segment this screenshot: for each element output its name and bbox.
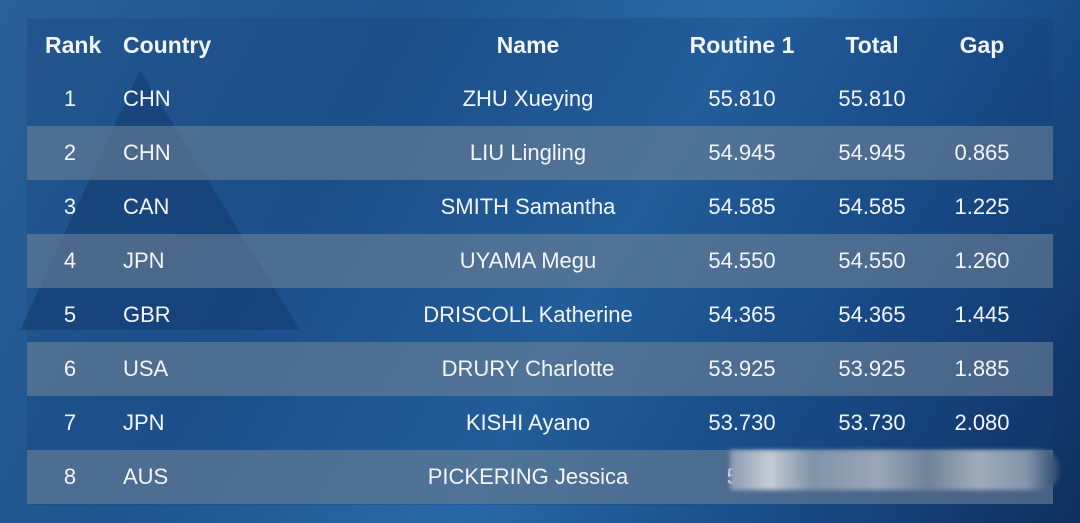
cell-gap: 1.260 xyxy=(954,248,1010,273)
cell-rank: 2 xyxy=(63,140,77,165)
table-row: 4 JPN UYAMA Megu 54.550 54.550 1.260 xyxy=(27,234,1053,288)
header-gap: Gap xyxy=(959,32,1005,58)
cell-country: CHN xyxy=(123,86,171,111)
cell-country: JPN xyxy=(123,410,165,435)
cell-name: ZHU Xueying xyxy=(462,86,594,111)
header-routine1: Routine 1 xyxy=(689,32,795,58)
cell-rank: 8 xyxy=(63,464,77,489)
table-row: 3 CAN SMITH Samantha 54.585 54.585 1.225 xyxy=(27,180,1053,234)
cell-name: LIU Lingling xyxy=(469,140,587,165)
cell-total: 53.730 xyxy=(838,410,906,435)
cell-country: USA xyxy=(123,356,169,381)
cell-routine1: 53.730 xyxy=(708,410,776,435)
cell-routine1: 54.945 xyxy=(708,140,776,165)
table-header: Rank Country Name Routine 1 Total Gap xyxy=(27,18,1053,72)
cell-gap: 1.885 xyxy=(954,356,1010,381)
cell-gap: 1.445 xyxy=(954,302,1010,327)
cell-total: 54.550 xyxy=(838,248,906,273)
header-total: Total xyxy=(845,32,899,58)
cell-name: PICKERING Jessica xyxy=(427,464,629,489)
cell-country: CAN xyxy=(123,194,170,219)
header-rank: Rank xyxy=(45,32,102,58)
cell-name: DRURY Charlotte xyxy=(441,356,615,381)
cell-rank: 5 xyxy=(63,302,77,327)
cell-country: AUS xyxy=(123,464,169,489)
cell-rank: 1 xyxy=(63,86,77,111)
cell-rank: 3 xyxy=(63,194,77,219)
table-row: 5 GBR DRISCOLL Katherine 54.365 54.365 1.445 xyxy=(27,288,1053,342)
cell-country: JPN xyxy=(123,248,165,273)
cell-routine1: 53.925 xyxy=(708,356,776,381)
cell-routine1: 54.585 xyxy=(708,194,776,219)
cell-name: UYAMA Megu xyxy=(459,248,597,273)
results-table: Rank Country Name Routine 1 Total Gap 1 C… xyxy=(27,18,1053,505)
cell-total: 54.945 xyxy=(838,140,906,165)
cell-name: KISHI Ayano xyxy=(465,410,591,435)
table-row: 2 CHN LIU Lingling 54.945 54.945 0.865 xyxy=(27,126,1053,180)
cell-rank: 4 xyxy=(63,248,77,273)
cell-total: 53.925 xyxy=(838,356,906,381)
cell-routine1: 54.550 xyxy=(708,248,776,273)
cell-name: SMITH Samantha xyxy=(440,194,616,219)
header-name: Name xyxy=(496,32,560,58)
cell-gap: 2.080 xyxy=(954,410,1010,435)
table-row: 1 CHN ZHU Xueying 55.810 55.810 xyxy=(27,72,1053,126)
cell-total: 55.810 xyxy=(838,86,906,111)
cell-total: 54.365 xyxy=(838,302,906,327)
cell-country: GBR xyxy=(123,302,171,327)
cell-rank: 7 xyxy=(63,410,77,435)
cell-name: DRISCOLL Katherine xyxy=(423,302,633,327)
cell-total: 54.585 xyxy=(838,194,906,219)
header-country: Country xyxy=(123,32,212,58)
cell-routine1: 55.810 xyxy=(708,86,776,111)
cell-gap: 1.225 xyxy=(954,194,1010,219)
cell-routine1: 54.365 xyxy=(708,302,776,327)
cell-rank: 6 xyxy=(63,356,77,381)
table-row: 6 USA DRURY Charlotte 53.925 53.925 1.885 xyxy=(27,342,1053,396)
cell-gap: 0.865 xyxy=(954,140,1010,165)
blurred-watermark xyxy=(730,450,1060,490)
cell-country: CHN xyxy=(123,140,171,165)
table-row: 7 JPN KISHI Ayano 53.730 53.730 2.080 xyxy=(27,396,1053,450)
